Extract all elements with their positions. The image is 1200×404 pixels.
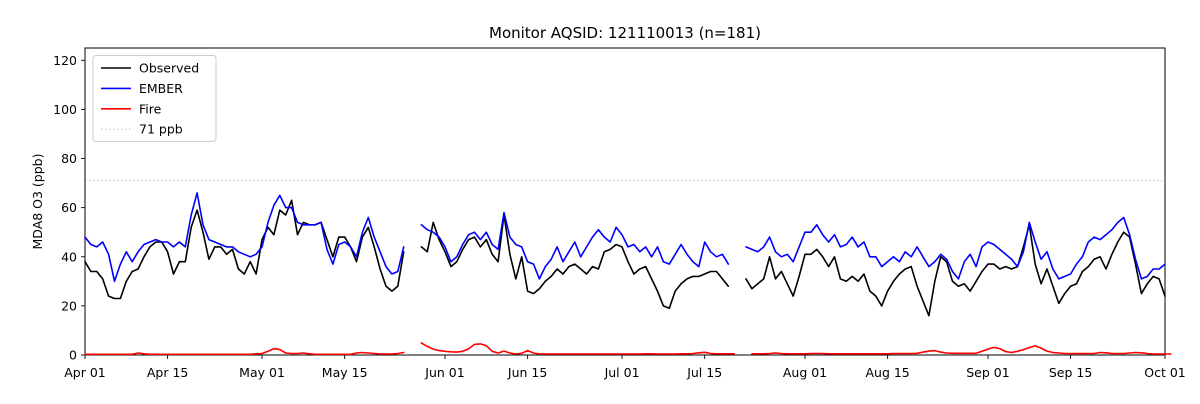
series-line-fire (420, 342, 736, 355)
series-line-ember (745, 216, 1166, 280)
x-tick-label: Jun 15 (507, 365, 547, 380)
x-tick-label: Jul 01 (604, 365, 640, 380)
series-line-observed (745, 224, 1166, 317)
series-line-observed (84, 199, 405, 300)
legend-label-71-ppb: 71 ppb (139, 122, 183, 137)
y-tick-label: 0 (69, 348, 77, 363)
x-tick-label: Jul 15 (686, 365, 722, 380)
x-tick-label: Aug 15 (865, 365, 909, 380)
y-tick-label: 100 (53, 102, 77, 117)
x-tick-label: Apr 15 (147, 365, 189, 380)
y-tick-label: 40 (61, 249, 77, 264)
x-tick-label: Sep 01 (966, 365, 1009, 380)
y-tick-label: 20 (61, 298, 77, 313)
series-line-observed (420, 214, 730, 310)
legend-label-fire: Fire (139, 101, 162, 116)
x-tick-label: May 01 (239, 365, 285, 380)
y-tick-label: 60 (61, 200, 77, 215)
y-axis-label: MDA8 O3 (ppb) (30, 154, 45, 250)
plot-spines (84, 47, 1166, 356)
x-tick-label: Jun 01 (424, 365, 464, 380)
legend-label-ember: EMBER (139, 81, 183, 96)
legend-box (92, 55, 217, 142)
axes: 0 20 40 60 80 100 120 Apr 01 Apr 15 May 01 May 15 J… (53, 47, 1186, 380)
x-tick-label: Aug 01 (783, 365, 827, 380)
y-tick-label: 120 (53, 53, 77, 68)
series-line-fire (84, 347, 405, 356)
x-tick-label: Oct 01 (1144, 365, 1186, 380)
legend: Observed EMBER Fire 71 ppb (92, 55, 217, 142)
x-tick-label: Sep 15 (1049, 365, 1092, 380)
series-line-ember (420, 211, 730, 280)
series-line-ember (84, 192, 405, 283)
data-series (84, 192, 1172, 356)
x-tick-label: May 15 (322, 365, 368, 380)
x-tick-label: Apr 01 (64, 365, 106, 380)
chart-title: Monitor AQSID: 121110013 (n=181) (489, 24, 761, 42)
y-tick-label: 80 (61, 151, 77, 166)
series-line-fire (751, 345, 1172, 355)
legend-label-observed: Observed (139, 61, 199, 76)
